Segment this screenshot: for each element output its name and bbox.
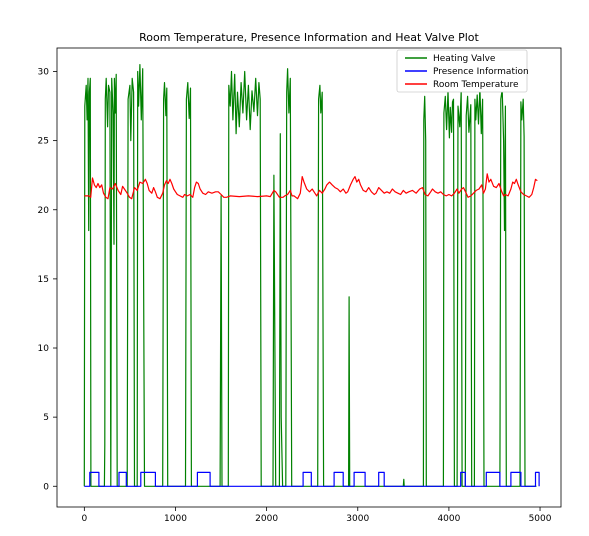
plot-frame <box>56 47 562 508</box>
y-axis-ticks: 0 5 10 15 20 25 30 <box>38 68 57 492</box>
y-tick-label: 0 <box>43 482 49 492</box>
x-axis-ticks: 0 1000 2000 3000 4000 5000 <box>81 507 552 524</box>
x-tick-label: 3000 <box>346 514 369 524</box>
x-tick-label: 1000 <box>164 514 187 524</box>
series-layer <box>83 63 540 487</box>
legend-label-presence-information: Presence Information <box>433 67 529 77</box>
y-tick-label: 5 <box>43 413 49 423</box>
y-tick-label: 10 <box>38 344 50 354</box>
x-tick-label: 2000 <box>255 514 278 524</box>
legend-label-room-temperature: Room Temperature <box>433 80 519 90</box>
x-tick-label: 4000 <box>437 514 460 524</box>
series-line-presence-information <box>84 471 540 487</box>
chart-title: Room Temperature, Presence Information a… <box>139 31 479 44</box>
plot-area <box>57 48 561 507</box>
x-tick-label: 5000 <box>529 514 552 524</box>
y-tick-label: 15 <box>38 275 49 285</box>
y-tick-label: 25 <box>38 137 49 147</box>
x-tick-label: 0 <box>81 514 87 524</box>
legend: Heating Valve Presence Information Room … <box>396 49 529 93</box>
legend-label-heating-valve: Heating Valve <box>433 54 496 64</box>
y-tick-label: 20 <box>38 206 50 216</box>
series-line-room-temperature <box>84 173 538 200</box>
y-tick-label: 30 <box>38 68 50 78</box>
legend-box <box>396 49 528 93</box>
